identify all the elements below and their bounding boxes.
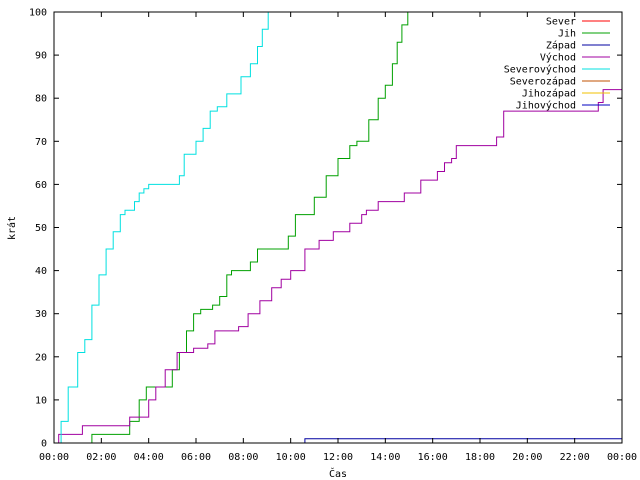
x-tick-label: 22:00: [560, 452, 590, 463]
x-tick-label: 08:00: [228, 452, 258, 463]
x-tick-label: 16:00: [418, 452, 448, 463]
y-tick-label: 50: [35, 223, 47, 234]
y-tick-label: 90: [35, 51, 47, 62]
x-tick-label: 00:00: [607, 452, 637, 463]
x-tick-label: 14:00: [370, 452, 400, 463]
legend-label: Východ: [540, 52, 576, 64]
series-line-2: [302, 438, 622, 443]
y-tick-label: 80: [35, 94, 47, 105]
x-tick-label: 06:00: [181, 452, 211, 463]
x-tick-label: 04:00: [134, 452, 164, 463]
y-tick-label: 20: [35, 352, 47, 363]
y-axis-label: krát: [6, 216, 18, 240]
x-tick-label: 20:00: [512, 452, 542, 463]
legend: SeverJihZápadVýchodSeverovýchodSeverozáp…: [504, 17, 610, 112]
plot-frame: [53, 11, 623, 444]
y-tick-label: 100: [29, 8, 47, 19]
legend-label: Jihozápad: [522, 88, 576, 100]
x-tick-label: 00:00: [39, 452, 69, 463]
x-tick-label: 10:00: [276, 452, 306, 463]
series-line-1: [91, 12, 409, 443]
series-line-4: [54, 12, 269, 443]
legend-label: Západ: [546, 40, 576, 52]
y-tick-label: 0: [41, 439, 47, 450]
legend-label: Jihovýchod: [516, 100, 576, 112]
legend-label: Severozápad: [510, 76, 576, 88]
y-tick-label: 60: [35, 180, 47, 191]
series-layer: [54, 12, 622, 443]
y-tick-label: 30: [35, 309, 47, 320]
x-axis-label: Čas: [329, 467, 347, 480]
y-tick-label: 40: [35, 266, 47, 277]
axis-ticks: 0 10 20 30 40 50 60 70 80 90 100 00:00 02:00 04:00 06:…: [29, 8, 637, 464]
series-line-3: [54, 89, 622, 443]
x-tick-label: 02:00: [86, 452, 116, 463]
legend-label: Sever: [546, 17, 576, 28]
x-tick-label: 12:00: [323, 452, 353, 463]
y-tick-label: 10: [35, 395, 47, 406]
y-tick-label: 70: [35, 137, 47, 148]
legend-label: Jih: [558, 29, 576, 40]
x-tick-label: 18:00: [465, 452, 495, 463]
legend-label: Severovýchod: [504, 64, 576, 76]
